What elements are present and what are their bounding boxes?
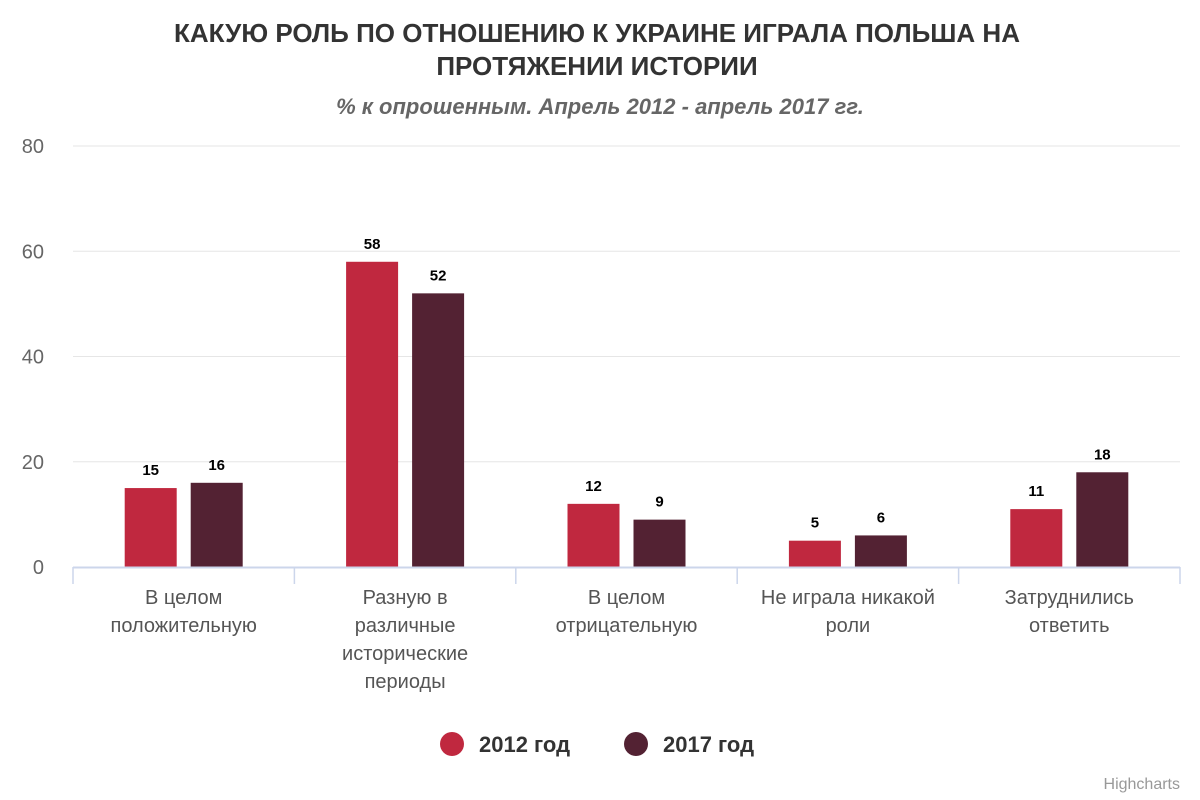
legend-marker-1 [624, 732, 648, 756]
data-label-2012-год-0: 15 [142, 462, 159, 479]
y-axis: 0 20 40 60 80 [22, 136, 44, 579]
data-label-2017-год-1: 52 [430, 267, 447, 284]
bar-2017-год-0[interactable] [190, 482, 243, 567]
bar-2012-год-2[interactable] [567, 503, 620, 567]
y-tick-label-0: 0 [33, 557, 44, 579]
bar-2017-год-1[interactable] [412, 293, 465, 567]
x-tick-label-line: положительную [111, 615, 257, 637]
chart-title-line-1: КАКУЮ РОЛЬ ПО ОТНОШЕНИЮ К УКРАИНЕ ИГРАЛА… [174, 18, 1020, 48]
y-tick-label-80: 80 [22, 136, 44, 158]
data-label-2017-год-0: 16 [208, 457, 225, 474]
chart-title-line-2: ПРОТЯЖЕНИИ ИСТОРИИ [436, 51, 757, 81]
data-label-2017-год-3: 6 [877, 509, 885, 526]
x-tick-label-4: Затруднились ответить [1005, 587, 1134, 637]
bar-2012-год-4[interactable] [1010, 509, 1063, 567]
y-tick-label-40: 40 [22, 347, 44, 369]
data-label-2012-год-2: 12 [585, 478, 602, 495]
x-axis: В целом положительную Разную в различные ист… [72, 566, 1181, 693]
bar-2012-год-1[interactable] [346, 261, 399, 567]
x-tick-label-line: исторические [342, 643, 468, 665]
legend-item-2017-год[interactable]: 2017 год [624, 732, 754, 757]
credits-text[interactable]: Highcharts [1104, 776, 1180, 793]
x-tick-label-0: В целом положительную [111, 587, 257, 637]
x-tick-label-2: В целом отрицательную [556, 587, 698, 637]
bar-2012-год-0[interactable] [124, 488, 177, 567]
data-label-2017-год-4: 18 [1094, 446, 1111, 463]
x-tick-label-1: Разную в различные исторические периоды [342, 587, 468, 693]
x-tick-label-3: Не играла никакой роли [761, 587, 935, 637]
legend[interactable]: 2012 год 2017 год [440, 732, 754, 757]
chart-subtitle: % к опрошенным. Апрель 2012 - апрель 201… [336, 94, 864, 119]
y-tick-label-60: 60 [22, 241, 44, 263]
data-label-2012-год-3: 5 [811, 515, 819, 532]
legend-item-2012-год[interactable]: 2012 год [440, 732, 570, 757]
x-tick-label-line: ответить [1029, 615, 1110, 637]
x-tick-label-line: В целом [588, 587, 665, 609]
x-tick-label-line: роли [826, 615, 871, 637]
x-tick-label-line: Не играла никакой [761, 587, 935, 609]
legend-marker-0 [440, 732, 464, 756]
data-label-2017-год-2: 9 [655, 494, 663, 511]
bars: 15 58 12 5 11 16 52 9 6 18 [124, 236, 1129, 567]
x-tick-label-line: различные [355, 615, 456, 637]
data-label-2012-год-4: 11 [1028, 483, 1044, 500]
x-tick-label-line: отрицательную [556, 615, 698, 637]
bar-2017-год-4[interactable] [1076, 472, 1129, 567]
data-label-2012-год-1: 58 [364, 236, 381, 253]
legend-label-0: 2012 год [479, 732, 570, 757]
bar-2017-год-3[interactable] [854, 535, 907, 567]
bar-2012-год-3[interactable] [788, 540, 841, 567]
x-tick-label-line: В целом [145, 587, 222, 609]
legend-label-1: 2017 год [663, 732, 754, 757]
x-tick-label-line: Затруднились [1005, 587, 1134, 609]
x-tick-label-line: Разную в [363, 587, 448, 609]
x-tick-label-line: периоды [365, 671, 446, 693]
bar-2017-год-2[interactable] [633, 519, 686, 567]
grid-lines [73, 145, 1180, 463]
y-tick-label-20: 20 [22, 452, 44, 474]
